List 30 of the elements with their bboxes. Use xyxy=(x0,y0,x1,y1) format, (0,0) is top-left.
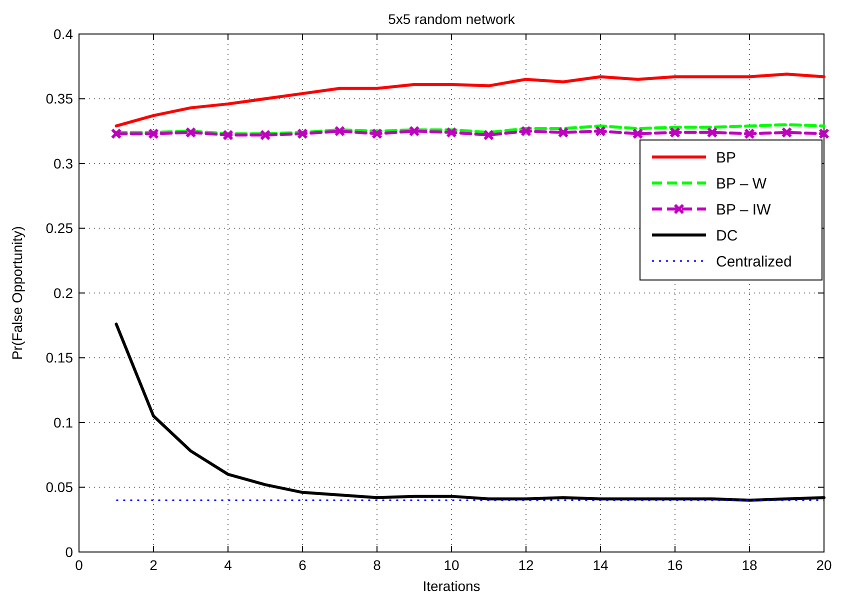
y-tick-label: 0.3 xyxy=(54,155,74,172)
line-series xyxy=(114,123,826,136)
x-tick-label: 10 xyxy=(444,557,460,573)
x-tick-label: 18 xyxy=(742,557,758,573)
legend-label: BP – IW xyxy=(716,201,772,218)
y-tick-label: 0 xyxy=(65,544,74,560)
x-tick-label: 4 xyxy=(224,557,232,573)
x-tick-label: 6 xyxy=(298,557,307,573)
y-tick-label: 0.35 xyxy=(46,90,74,107)
y-tick-label: 0.25 xyxy=(46,220,74,236)
legend-label: BP xyxy=(716,149,736,166)
legend-label: DC xyxy=(716,227,738,244)
legend-label: Centralized xyxy=(716,253,792,270)
y-tick-label: 0.05 xyxy=(46,479,74,496)
x-tick-label: 14 xyxy=(592,557,608,573)
chart-title: 5x5 random network xyxy=(388,11,516,27)
x-tick-label: 2 xyxy=(150,557,158,573)
x-tick-label: 12 xyxy=(518,557,534,573)
line-series xyxy=(114,72,826,128)
x-tick-label: 16 xyxy=(667,557,683,573)
y-tick-label: 0.1 xyxy=(54,414,74,430)
y-tick-label: 0.15 xyxy=(46,350,74,366)
y-tick-label: 0.2 xyxy=(54,284,74,301)
y-axis-title: Pr(False Opportunity) xyxy=(9,226,25,360)
x-tick-label: 0 xyxy=(75,557,84,573)
x-tick-label: 20 xyxy=(816,557,832,573)
y-tick-label: 0.4 xyxy=(54,26,74,42)
x-axis-title: Iterations xyxy=(422,578,480,594)
x-tick-label: 8 xyxy=(373,557,382,573)
legend-label: BP – W xyxy=(716,175,768,192)
